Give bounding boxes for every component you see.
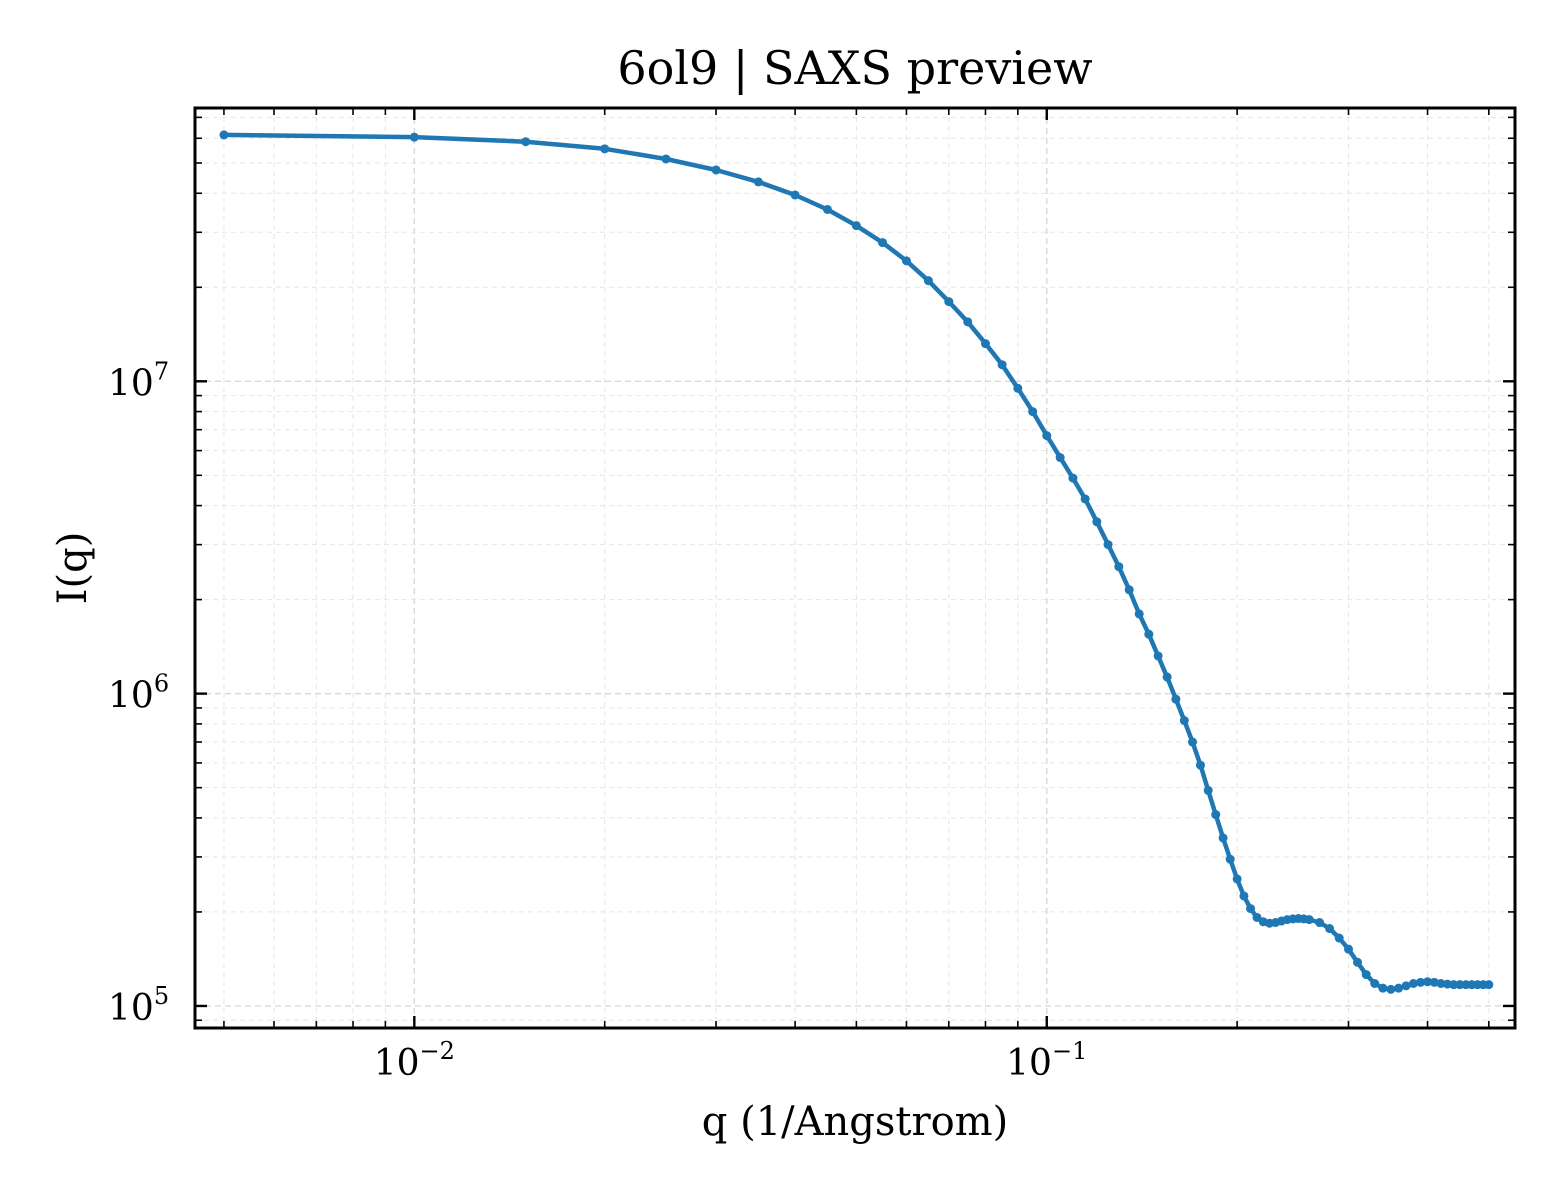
data-point	[1171, 694, 1181, 704]
data-point	[997, 360, 1007, 370]
data-point	[851, 221, 861, 231]
data-point	[1134, 609, 1144, 619]
data-point	[753, 177, 763, 187]
data-point	[1188, 737, 1198, 747]
data-point	[1361, 970, 1371, 980]
data-point	[1246, 904, 1256, 914]
data-point	[1304, 915, 1314, 925]
data-point	[1394, 983, 1404, 993]
data-point	[1203, 785, 1213, 795]
data-point	[822, 204, 832, 214]
data-point	[1211, 810, 1221, 820]
data-point	[1416, 977, 1426, 987]
data-point	[1484, 980, 1494, 990]
data-point	[1042, 431, 1052, 441]
data-point	[1449, 980, 1459, 990]
x-tick-label: 10−2	[374, 1037, 455, 1084]
data-point	[1344, 944, 1354, 954]
data-point	[1179, 716, 1189, 726]
data-point	[1218, 833, 1228, 843]
data-point	[1153, 651, 1163, 661]
data-point	[1252, 912, 1262, 922]
data-point	[1325, 924, 1335, 934]
data-series	[219, 130, 1494, 994]
data-point	[1315, 918, 1325, 928]
data-point	[1334, 933, 1344, 943]
y-tick-label: 106	[108, 670, 169, 717]
data-point	[1232, 874, 1242, 884]
x-axis-label: q (1/Angstrom)	[702, 1099, 1008, 1145]
chart-title: 6ol9 | SAXS preview	[617, 41, 1092, 95]
data-point	[878, 238, 888, 248]
data-point	[1386, 984, 1396, 994]
data-point	[1436, 979, 1446, 989]
data-point	[1068, 473, 1078, 483]
data-point	[409, 132, 419, 142]
data-point	[1423, 977, 1433, 987]
data-point	[1114, 562, 1124, 572]
data-point	[600, 144, 610, 154]
data-point	[1370, 979, 1380, 989]
data-point	[1408, 979, 1418, 989]
data-point	[521, 137, 531, 147]
data-point	[790, 190, 800, 200]
x-tick-label: 10−1	[1006, 1037, 1087, 1084]
data-point	[1028, 407, 1038, 417]
data-point	[1225, 854, 1235, 864]
data-point	[963, 317, 973, 327]
data-point	[944, 297, 954, 307]
plot-frame	[193, 106, 1517, 1030]
y-tick-labels: 105 106 107	[108, 357, 169, 1029]
data-point	[219, 130, 229, 140]
data-point	[923, 276, 933, 286]
y-tick-label: 107	[108, 357, 169, 404]
data-point	[1353, 957, 1363, 967]
data-point	[980, 339, 990, 349]
data-point	[1401, 981, 1411, 991]
data-point	[1239, 891, 1249, 901]
data-point	[901, 256, 911, 266]
data-point	[1162, 672, 1172, 682]
grid-lines	[195, 108, 1515, 1028]
x-tick-labels: 10−2 10−1	[374, 1037, 1088, 1084]
data-point	[1080, 494, 1090, 504]
data-point	[1144, 629, 1154, 639]
data-point	[1429, 977, 1439, 987]
data-point	[1092, 517, 1102, 527]
data-point	[1055, 453, 1065, 463]
data-point	[1103, 540, 1113, 550]
data-point	[1013, 383, 1023, 393]
y-axis-label: I(q)	[50, 532, 96, 605]
data-point	[661, 154, 671, 164]
data-point	[1195, 760, 1205, 770]
data-point	[1124, 585, 1134, 595]
data-point	[1378, 983, 1388, 993]
y-tick-label: 105	[108, 982, 169, 1029]
data-point	[711, 165, 721, 175]
axis-ticks	[195, 108, 1515, 1028]
